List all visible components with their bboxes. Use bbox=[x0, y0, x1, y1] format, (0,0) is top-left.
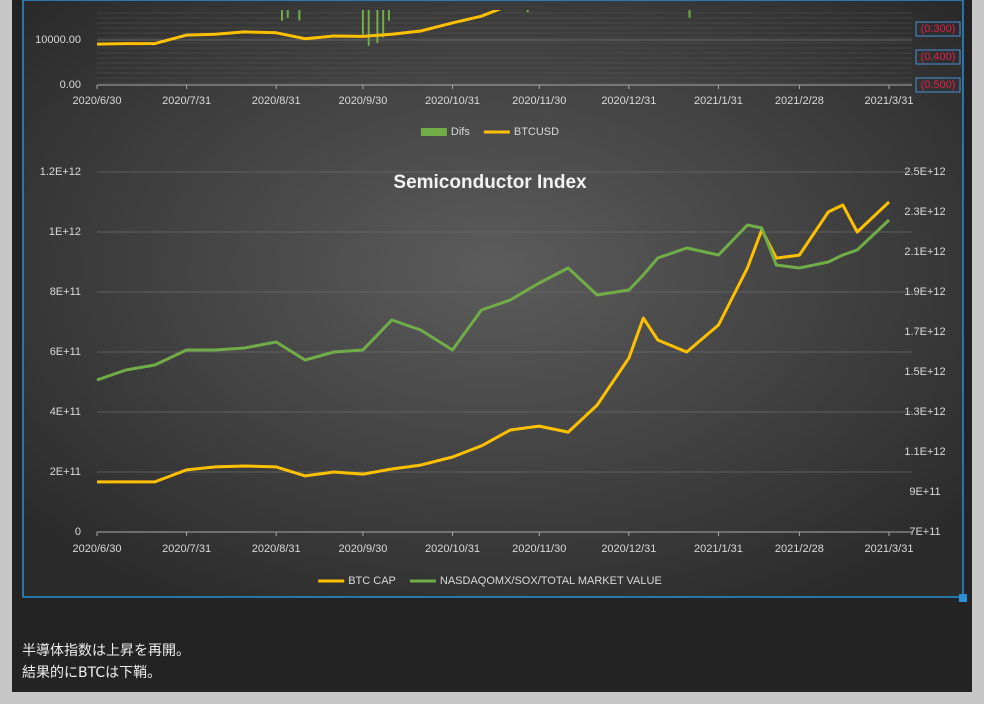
x-tick-label: 2020/12/31 bbox=[601, 95, 656, 107]
y-tick-label: 6E+11 bbox=[50, 346, 81, 358]
bar bbox=[526, 10, 529, 13]
bar bbox=[387, 10, 390, 21]
y-tick-label: 1.2E+12 bbox=[40, 166, 81, 178]
bar bbox=[367, 10, 370, 46]
x-tick-label: 2020/12/31 bbox=[601, 543, 656, 555]
y2-label-box bbox=[915, 49, 961, 65]
y2-tick-label: 2.5E+12 bbox=[904, 166, 945, 178]
y2-tick-label: (0.500) bbox=[921, 79, 956, 91]
y-tick-label: 10000.00 bbox=[35, 34, 81, 46]
x-tick-label: 2020/11/30 bbox=[512, 543, 566, 555]
paragraph: 結果的にBTCは下鞘。 bbox=[22, 665, 162, 681]
plot bbox=[96, 200, 891, 484]
y2-tick-label: 1.5E+12 bbox=[904, 366, 945, 378]
legend-label: BTC CAP bbox=[348, 575, 396, 587]
paragraph: 半導体指数は上昇を再開。 bbox=[22, 643, 190, 659]
x-tick-label: 2020/9/30 bbox=[338, 543, 387, 555]
line-series bbox=[97, 200, 891, 484]
legend-swatch bbox=[420, 128, 447, 136]
y2-tick-label: 1.3E+12 bbox=[904, 406, 945, 418]
x-tick-label: 2020/6/30 bbox=[73, 95, 122, 107]
bar bbox=[361, 10, 364, 35]
x-tick-label: 2020/8/31 bbox=[252, 543, 301, 555]
y2-tick-label: (0.300) bbox=[921, 23, 956, 35]
x-tick-label: 2020/10/31 bbox=[425, 543, 480, 555]
x-tick-label: 2021/1/31 bbox=[694, 543, 743, 555]
x-tick-label: 2020/10/31 bbox=[425, 95, 480, 107]
legend-label: Difs bbox=[451, 126, 470, 138]
y2-tick-label: 2.1E+12 bbox=[904, 246, 945, 258]
y2-label-box bbox=[915, 77, 961, 93]
y-tick-label: 0.00 bbox=[60, 79, 81, 91]
chart-background bbox=[23, 0, 963, 597]
resize-handle[interactable] bbox=[959, 594, 967, 602]
x-tick-label: 2021/3/31 bbox=[865, 95, 914, 107]
y2-tick-label: 2.3E+12 bbox=[904, 206, 945, 218]
legend-label: BTCUSD bbox=[514, 126, 559, 138]
x-tick-label: 2020/6/30 bbox=[73, 543, 122, 555]
y2-tick-label: 1.9E+12 bbox=[904, 286, 945, 298]
x-tick-label: 2021/2/28 bbox=[775, 95, 824, 107]
y2-tick-label: (0.400) bbox=[921, 51, 956, 63]
y2-tick-label: 1.7E+12 bbox=[904, 326, 945, 338]
bar bbox=[298, 10, 301, 21]
x-tick-label: 2021/2/28 bbox=[775, 543, 824, 555]
bar bbox=[688, 10, 691, 18]
legend-label: NASDAQOMX/SOX/TOTAL MARKET VALUE bbox=[440, 575, 662, 587]
y-tick-label: 8E+11 bbox=[50, 286, 81, 298]
line-series bbox=[96, 10, 502, 46]
chart-title: Semiconductor Index bbox=[393, 172, 587, 193]
x-tick-label: 2020/11/30 bbox=[512, 95, 566, 107]
bar bbox=[382, 10, 385, 38]
y-tick-label: 4E+11 bbox=[50, 406, 81, 418]
selection-frame bbox=[22, 0, 964, 598]
y-tick-label: 0 bbox=[75, 526, 81, 538]
y-tick-label: 2E+11 bbox=[50, 466, 81, 478]
bar bbox=[280, 10, 283, 21]
x-tick-label: 2020/8/31 bbox=[252, 95, 301, 107]
x-tick-label: 2020/9/30 bbox=[338, 95, 387, 107]
bar bbox=[286, 10, 289, 18]
y-tick-label: 1E+12 bbox=[49, 226, 81, 238]
x-tick-label: 2021/1/31 bbox=[694, 95, 743, 107]
x-tick-label: 2020/7/31 bbox=[162, 95, 211, 107]
x-tick-label: 2020/7/31 bbox=[162, 543, 211, 555]
bar bbox=[376, 10, 379, 44]
line-series bbox=[96, 218, 891, 382]
plot bbox=[96, 10, 691, 46]
x-tick-label: 2021/3/31 bbox=[865, 543, 914, 555]
y2-tick-label: 9E+11 bbox=[909, 486, 940, 498]
y2-tick-label: 7E+11 bbox=[909, 526, 940, 538]
y2-tick-label: 1.1E+12 bbox=[904, 446, 945, 458]
y2-label-box bbox=[915, 21, 961, 37]
